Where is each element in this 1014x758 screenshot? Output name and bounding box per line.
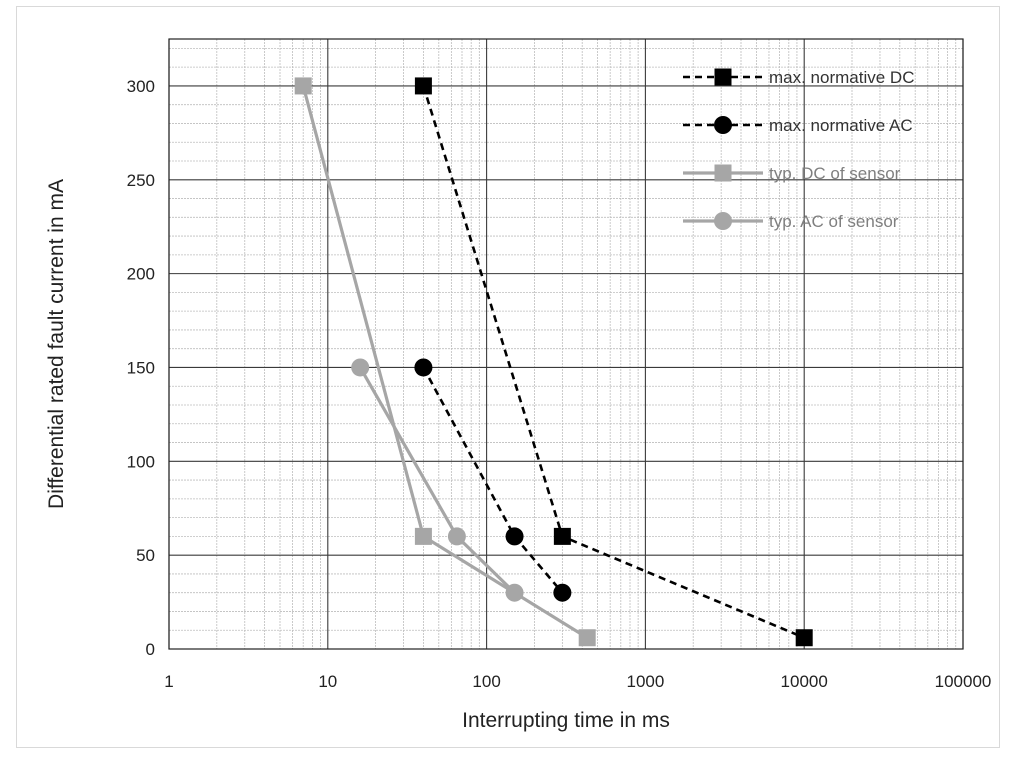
x-tick-label: 1 bbox=[164, 672, 173, 691]
y-tick-label: 100 bbox=[127, 452, 155, 471]
data-point bbox=[414, 527, 432, 545]
legend-item-2: typ. DC of sensor bbox=[683, 164, 901, 183]
series-3 bbox=[351, 358, 524, 602]
x-tick-labels: 1 10 100 1000 10000 100000 bbox=[164, 672, 991, 691]
chart-svg: 0 50 100 150 200 250 300 1 10 100 1000 10000 100000… bbox=[45, 38, 991, 732]
data-point bbox=[578, 629, 596, 647]
chart-area: 0 50 100 150 200 250 300 1 10 100 1000 10000 100000… bbox=[16, 6, 1000, 748]
y-axis-title: Differential rated fault current in mA bbox=[45, 179, 68, 509]
y-tick-label: 300 bbox=[127, 77, 155, 96]
legend-marker bbox=[714, 116, 732, 134]
series-line bbox=[422, 366, 564, 594]
y-tick-labels: 0 50 100 150 200 250 300 bbox=[127, 77, 155, 659]
legend-marker bbox=[714, 212, 732, 230]
y-tick-label: 200 bbox=[127, 265, 155, 284]
legend-label: max. normative DC bbox=[769, 68, 914, 87]
data-point bbox=[294, 77, 312, 95]
legend: max. normative DC max. normative AC typ. D… bbox=[683, 68, 914, 231]
legend-item-3: typ. AC of sensor bbox=[683, 212, 899, 231]
x-tick-label: 1000 bbox=[626, 672, 664, 691]
data-point bbox=[505, 527, 524, 546]
series-2 bbox=[294, 77, 596, 647]
legend-label: typ. DC of sensor bbox=[769, 164, 901, 183]
series-1 bbox=[414, 358, 572, 602]
data-point bbox=[351, 358, 370, 377]
data-point bbox=[553, 527, 571, 545]
legend-label: max. normative AC bbox=[769, 116, 913, 135]
series-layer bbox=[294, 77, 813, 647]
y-tick-label: 0 bbox=[146, 640, 155, 659]
y-tick-label: 50 bbox=[136, 546, 155, 565]
plot-border bbox=[168, 38, 964, 650]
legend-label: typ. AC of sensor bbox=[769, 212, 899, 231]
y-tick-label: 250 bbox=[127, 171, 155, 190]
series-0 bbox=[414, 77, 813, 647]
data-point bbox=[795, 629, 813, 647]
legend-item-1: max. normative AC bbox=[683, 116, 913, 135]
x-axis-title: Interrupting time in ms bbox=[462, 709, 670, 732]
legend-item-0: max. normative DC bbox=[683, 68, 914, 87]
x-tick-label: 100 bbox=[472, 672, 500, 691]
data-point bbox=[505, 583, 524, 602]
data-point bbox=[447, 527, 466, 546]
legend-marker bbox=[714, 164, 732, 182]
x-tick-label: 10000 bbox=[781, 672, 828, 691]
data-point bbox=[414, 77, 432, 95]
y-tick-label: 150 bbox=[127, 358, 155, 377]
data-point bbox=[414, 358, 433, 377]
x-tick-label: 10 bbox=[318, 672, 337, 691]
data-point bbox=[553, 583, 572, 602]
legend-marker bbox=[714, 68, 732, 86]
x-tick-label: 100000 bbox=[935, 672, 992, 691]
minor-grid bbox=[169, 39, 963, 649]
